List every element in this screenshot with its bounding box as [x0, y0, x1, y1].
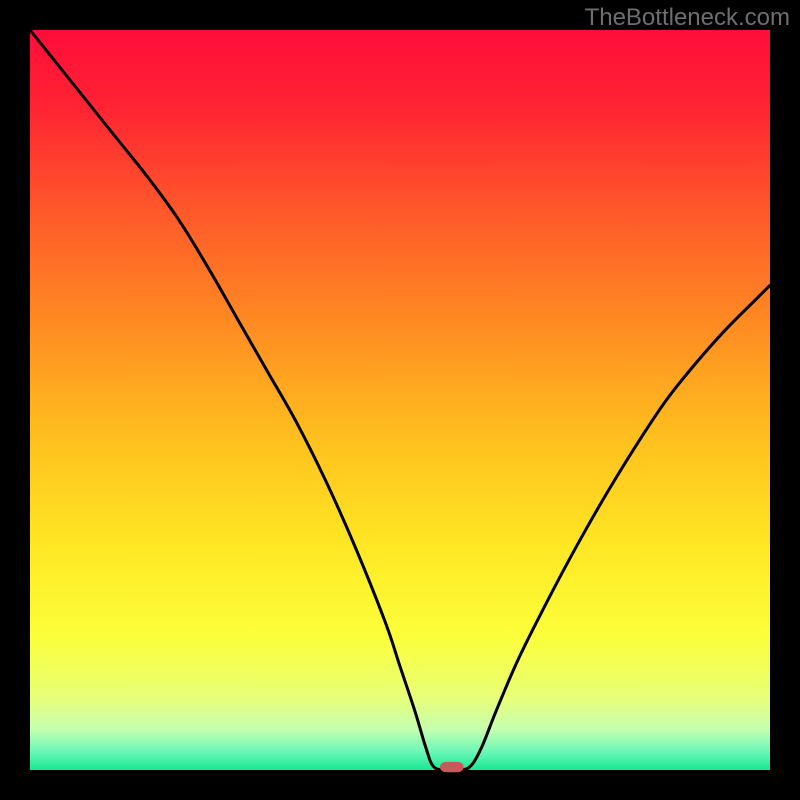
bottleneck-curve-chart: [0, 0, 800, 800]
watermark-text: TheBottleneck.com: [585, 4, 790, 32]
optimal-point-marker: [440, 762, 464, 772]
chart-container: TheBottleneck.com: [0, 0, 800, 800]
plot-background-gradient: [30, 30, 770, 770]
